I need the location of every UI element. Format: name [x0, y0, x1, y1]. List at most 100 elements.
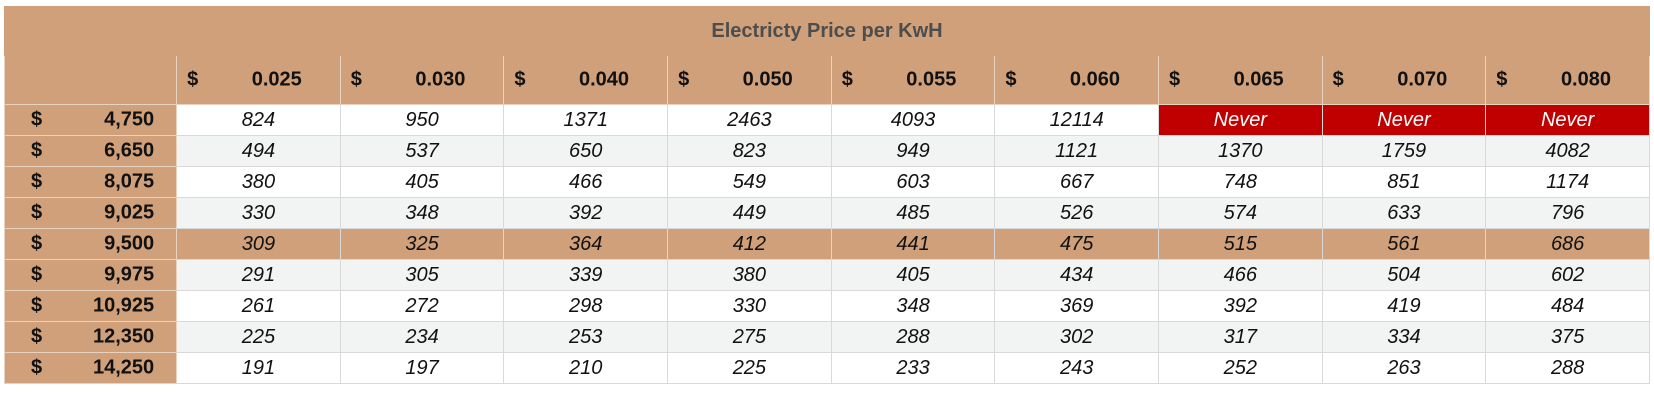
payback-cell[interactable]: 851: [1321, 166, 1487, 198]
price-header-cell[interactable]: $0.060: [994, 55, 1159, 105]
payback-cell[interactable]: 392: [1157, 290, 1323, 322]
payback-cell[interactable]: 330: [176, 197, 341, 229]
payback-cell[interactable]: 434: [994, 259, 1159, 291]
payback-cell[interactable]: 233: [830, 352, 996, 384]
payback-cell[interactable]: 197: [339, 352, 505, 384]
system-cost-cell[interactable]: $9,500: [3, 228, 178, 260]
payback-cell[interactable]: 515: [1157, 228, 1323, 260]
payback-cell[interactable]: 1371: [503, 104, 669, 136]
payback-cell[interactable]: 823: [667, 135, 832, 167]
price-header-cell[interactable]: $0.070: [1321, 55, 1487, 105]
payback-cell[interactable]: 1759: [1321, 135, 1487, 167]
payback-cell[interactable]: 330: [667, 290, 832, 322]
payback-cell[interactable]: 667: [994, 166, 1159, 198]
payback-cell[interactable]: 210: [503, 352, 669, 384]
payback-cell[interactable]: 748: [1157, 166, 1323, 198]
payback-cell[interactable]: 1121: [994, 135, 1159, 167]
payback-cell[interactable]: 348: [830, 290, 996, 322]
price-header-cell[interactable]: $0.030: [339, 55, 505, 105]
payback-cell[interactable]: 602: [1485, 259, 1650, 291]
never-cell[interactable]: Never: [1321, 104, 1487, 136]
payback-cell[interactable]: 796: [1485, 197, 1650, 229]
payback-cell[interactable]: 549: [667, 166, 832, 198]
payback-cell[interactable]: 225: [667, 352, 832, 384]
payback-cell[interactable]: 375: [1485, 321, 1650, 353]
payback-cell[interactable]: 2463: [667, 104, 832, 136]
price-header-cell[interactable]: $0.065: [1157, 55, 1323, 105]
payback-cell[interactable]: 392: [503, 197, 669, 229]
system-cost-cell[interactable]: $4,750: [3, 104, 178, 136]
payback-cell[interactable]: 339: [503, 259, 669, 291]
payback-cell[interactable]: 234: [339, 321, 505, 353]
system-cost-cell[interactable]: $6,650: [3, 135, 178, 167]
system-cost-cell[interactable]: $9,025: [3, 197, 178, 229]
system-cost-cell[interactable]: $10,925: [3, 290, 178, 322]
payback-cell[interactable]: 275: [667, 321, 832, 353]
payback-cell[interactable]: 305: [339, 259, 505, 291]
system-cost-cell[interactable]: $9,975: [3, 259, 178, 291]
payback-cell[interactable]: 950: [339, 104, 505, 136]
payback-cell[interactable]: 309: [176, 228, 341, 260]
payback-cell[interactable]: 325: [339, 228, 505, 260]
payback-cell[interactable]: 405: [830, 259, 996, 291]
never-cell[interactable]: Never: [1157, 104, 1323, 136]
payback-cell[interactable]: 253: [503, 321, 669, 353]
price-header-cell[interactable]: $0.050: [667, 55, 832, 105]
payback-cell[interactable]: 243: [994, 352, 1159, 384]
price-header-cell[interactable]: $0.040: [503, 55, 669, 105]
table-title[interactable]: Electricty Price per KwH: [4, 6, 1650, 56]
payback-cell[interactable]: 288: [1485, 352, 1650, 384]
payback-cell[interactable]: 449: [667, 197, 832, 229]
payback-cell[interactable]: 263: [1321, 352, 1487, 384]
payback-cell[interactable]: 526: [994, 197, 1159, 229]
payback-cell[interactable]: 484: [1485, 290, 1650, 322]
payback-cell[interactable]: 494: [176, 135, 341, 167]
payback-cell[interactable]: 561: [1321, 228, 1487, 260]
payback-cell[interactable]: 1370: [1157, 135, 1323, 167]
payback-cell[interactable]: 466: [503, 166, 669, 198]
payback-cell[interactable]: 225: [176, 321, 341, 353]
payback-cell[interactable]: 369: [994, 290, 1159, 322]
payback-cell[interactable]: 485: [830, 197, 996, 229]
payback-cell[interactable]: 298: [503, 290, 669, 322]
payback-cell[interactable]: 603: [830, 166, 996, 198]
payback-cell[interactable]: 261: [176, 290, 341, 322]
payback-cell[interactable]: 12114: [994, 104, 1159, 136]
payback-cell[interactable]: 475: [994, 228, 1159, 260]
payback-cell[interactable]: 4082: [1485, 135, 1650, 167]
payback-cell[interactable]: 334: [1321, 321, 1487, 353]
payback-cell[interactable]: 272: [339, 290, 505, 322]
payback-cell[interactable]: 633: [1321, 197, 1487, 229]
payback-cell[interactable]: 348: [339, 197, 505, 229]
payback-cell[interactable]: 466: [1157, 259, 1323, 291]
payback-cell[interactable]: 824: [176, 104, 341, 136]
payback-cell[interactable]: 4093: [830, 104, 996, 136]
payback-cell[interactable]: 317: [1157, 321, 1323, 353]
system-cost-cell[interactable]: $8,075: [3, 166, 178, 198]
never-cell[interactable]: Never: [1485, 104, 1650, 136]
payback-cell[interactable]: 419: [1321, 290, 1487, 322]
price-header-cell[interactable]: $0.055: [830, 55, 996, 105]
payback-cell[interactable]: 191: [176, 352, 341, 384]
payback-cell[interactable]: 252: [1157, 352, 1323, 384]
payback-cell[interactable]: 412: [667, 228, 832, 260]
payback-cell[interactable]: 949: [830, 135, 996, 167]
payback-cell[interactable]: 364: [503, 228, 669, 260]
payback-cell[interactable]: 574: [1157, 197, 1323, 229]
payback-cell[interactable]: 405: [339, 166, 505, 198]
payback-cell[interactable]: 380: [667, 259, 832, 291]
payback-cell[interactable]: 380: [176, 166, 341, 198]
payback-cell[interactable]: 302: [994, 321, 1159, 353]
system-cost-cell[interactable]: $14,250: [3, 352, 178, 384]
payback-cell[interactable]: 504: [1321, 259, 1487, 291]
payback-cell[interactable]: 291: [176, 259, 341, 291]
payback-cell[interactable]: 686: [1485, 228, 1650, 260]
price-header-cell[interactable]: $0.025: [176, 55, 341, 105]
corner-header-cell[interactable]: [3, 55, 178, 105]
payback-cell[interactable]: 441: [830, 228, 996, 260]
price-header-cell[interactable]: $0.080: [1485, 55, 1650, 105]
system-cost-cell[interactable]: $12,350: [3, 321, 178, 353]
payback-cell[interactable]: 288: [830, 321, 996, 353]
payback-cell[interactable]: 537: [339, 135, 505, 167]
payback-cell[interactable]: 650: [503, 135, 669, 167]
